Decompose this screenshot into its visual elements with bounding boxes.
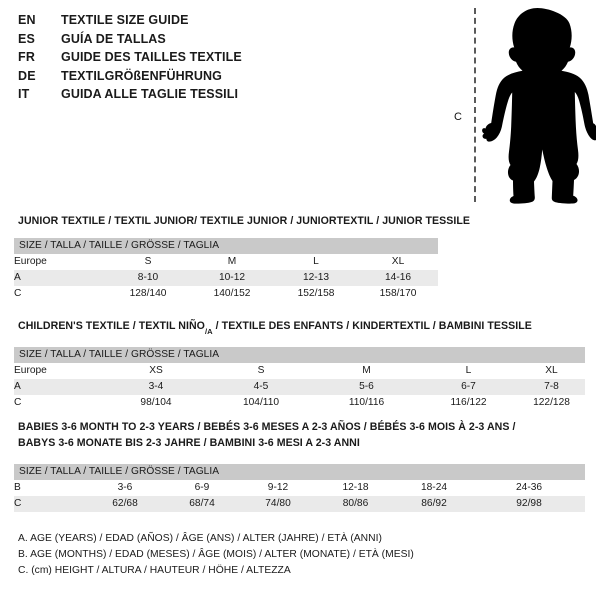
language-title-en: TEXTILE SIZE GUIDE: [61, 13, 189, 27]
children-title-pre: CHILDREN'S TEXTILE / TEXTIL NIÑO: [18, 320, 205, 332]
babies-row-b-v1: 6-9: [164, 480, 240, 496]
children-row-a-v2: 5-6: [314, 379, 419, 395]
height-dashed-line: [474, 8, 476, 202]
legend-row-a: A. AGE (YEARS) / EDAD (AÑOS) / ÂGE (ANS)…: [18, 533, 382, 544]
table-row: C 128/140 140/152 152/158 158/170: [14, 286, 439, 302]
junior-row-a-v0: 8-10: [106, 270, 190, 286]
language-code-de: DE: [18, 68, 36, 83]
table-row: Europe S M L XL: [14, 254, 439, 270]
children-size-table: SIZE / TALLA / TAILLE / GRÖSSE / TAGLIA …: [14, 347, 585, 411]
children-row-c-label: C: [14, 395, 104, 411]
babies-size-table: SIZE / TALLA / TAILLE / GRÖSSE / TAGLIA …: [14, 464, 586, 512]
children-row-europe-v2: M: [314, 363, 419, 379]
language-title-de: TEXTILGRÖßENFÜHRUNG: [61, 68, 222, 83]
language-code-en: EN: [18, 13, 36, 27]
children-row-c-v1: 104/110: [208, 395, 314, 411]
children-section-title: CHILDREN'S TEXTILE / TEXTIL NIÑO/A / TEX…: [18, 320, 532, 337]
children-band-label: SIZE / TALLA / TAILLE / GRÖSSE / TAGLIA: [14, 347, 585, 363]
language-row-es: ES GUÍA DE TALLAS: [18, 32, 438, 51]
children-row-europe-v1: S: [208, 363, 314, 379]
junior-row-europe-v0: S: [106, 254, 190, 270]
babies-band-label: SIZE / TALLA / TAILLE / GRÖSSE / TAGLIA: [14, 464, 586, 480]
junior-table-band-row: SIZE / TALLA / TAILLE / GRÖSSE / TAGLIA: [14, 238, 439, 254]
babies-row-c-v3: 80/86: [316, 496, 395, 512]
height-marker-label: C: [454, 111, 462, 123]
language-code-it: IT: [18, 87, 30, 101]
junior-row-europe-label: Europe: [14, 254, 106, 270]
children-row-c-v0: 98/104: [104, 395, 208, 411]
table-row: A 8-10 10-12 12-13 14-16: [14, 270, 439, 286]
children-title-post: / TEXTILE DES ENFANTS / KINDERTEXTIL / B…: [212, 320, 532, 332]
language-row-en: EN TEXTILE SIZE GUIDE: [18, 13, 438, 32]
children-row-europe-label: Europe: [14, 363, 104, 379]
language-row-de: DE TEXTILGRÖßENFÜHRUNG: [18, 69, 438, 88]
children-row-c-v2: 110/116: [314, 395, 419, 411]
legend-row-b: B. AGE (MONTHS) / EDAD (MESES) / ÂGE (MO…: [18, 549, 414, 560]
junior-row-europe-v3: XL: [358, 254, 439, 270]
babies-row-c-v0: 62/68: [86, 496, 164, 512]
babies-row-b-label: B: [14, 480, 86, 496]
junior-section-title: JUNIOR TEXTILE / TEXTIL JUNIOR/ TEXTILE …: [18, 215, 471, 227]
junior-row-c-v1: 140/152: [190, 286, 274, 302]
language-code-fr: FR: [18, 50, 36, 64]
babies-row-c-v2: 74/80: [240, 496, 316, 512]
junior-row-a-v1: 10-12: [190, 270, 274, 286]
children-row-a-v0: 3-4: [104, 379, 208, 395]
junior-band-label: SIZE / TALLA / TAILLE / GRÖSSE / TAGLIA: [14, 238, 439, 254]
height-measurement-figure: C: [440, 6, 598, 204]
table-row: B 3-6 6-9 9-12 12-18 18-24 24-36: [14, 480, 586, 496]
babies-row-b-v0: 3-6: [86, 480, 164, 496]
babies-row-c-v1: 68/74: [164, 496, 240, 512]
children-row-a-v3: 6-7: [419, 379, 518, 395]
junior-row-europe-v1: M: [190, 254, 274, 270]
table-row: Europe XS S M L XL: [14, 363, 585, 379]
junior-row-a-label: A: [14, 270, 106, 286]
junior-row-c-v3: 158/170: [358, 286, 439, 302]
children-row-a-v1: 4-5: [208, 379, 314, 395]
babies-table-band-row: SIZE / TALLA / TAILLE / GRÖSSE / TAGLIA: [14, 464, 586, 480]
table-row: A 3-4 4-5 5-6 6-7 7-8: [14, 379, 585, 395]
junior-row-a-v3: 14-16: [358, 270, 439, 286]
children-row-europe-v3: L: [419, 363, 518, 379]
table-row: C 98/104 104/110 110/116 116/122 122/128: [14, 395, 585, 411]
children-row-a-v4: 7-8: [518, 379, 585, 395]
junior-row-europe-v2: L: [274, 254, 358, 270]
junior-row-c-v2: 152/158: [274, 286, 358, 302]
toddler-silhouette-icon: [482, 8, 596, 204]
babies-row-c-label: C: [14, 496, 86, 512]
legend-row-c: C. (cm) HEIGHT / ALTURA / HAUTEUR / HÖHE…: [18, 565, 291, 576]
language-title-fr: GUIDE DES TAILLES TEXTILE: [61, 50, 242, 64]
legend-block: A. AGE (YEARS) / EDAD (AÑOS) / ÂGE (ANS)…: [18, 531, 538, 579]
children-row-c-v3: 116/122: [419, 395, 518, 411]
language-row-it: IT GUIDA ALLE TAGLIE TESSILI: [18, 87, 438, 106]
junior-size-table: SIZE / TALLA / TAILLE / GRÖSSE / TAGLIA …: [14, 238, 439, 302]
language-title-it: GUIDA ALLE TAGLIE TESSILI: [61, 87, 239, 101]
babies-row-c-v4: 86/92: [395, 496, 473, 512]
junior-row-c-label: C: [14, 286, 106, 302]
children-row-a-label: A: [14, 379, 104, 395]
babies-section-title-line2: BABYS 3-6 MONATE BIS 2-3 JAHRE / BAMBINI…: [18, 437, 360, 449]
babies-row-b-v4: 18-24: [395, 480, 473, 496]
babies-row-b-v2: 9-12: [240, 480, 316, 496]
children-title-subscript: /A: [204, 326, 213, 336]
babies-row-c-v5: 92/98: [473, 496, 586, 512]
language-title-block: EN TEXTILE SIZE GUIDE ES GUÍA DE TALLAS …: [18, 13, 438, 106]
babies-section-title-line1: BABIES 3-6 MONTH TO 2-3 YEARS / BEBÉS 3-…: [18, 421, 516, 433]
babies-row-b-v5: 24-36: [473, 480, 586, 496]
junior-row-c-v0: 128/140: [106, 286, 190, 302]
language-row-fr: FR GUIDE DES TAILLES TEXTILE: [18, 50, 438, 69]
children-row-c-v4: 122/128: [518, 395, 585, 411]
children-row-europe-v0: XS: [104, 363, 208, 379]
junior-row-a-v2: 12-13: [274, 270, 358, 286]
children-table-band-row: SIZE / TALLA / TAILLE / GRÖSSE / TAGLIA: [14, 347, 585, 363]
language-code-es: ES: [18, 31, 36, 46]
children-row-europe-v4: XL: [518, 363, 585, 379]
babies-row-b-v3: 12-18: [316, 480, 395, 496]
table-row: C 62/68 68/74 74/80 80/86 86/92 92/98: [14, 496, 586, 512]
language-title-es: GUÍA DE TALLAS: [61, 31, 166, 46]
